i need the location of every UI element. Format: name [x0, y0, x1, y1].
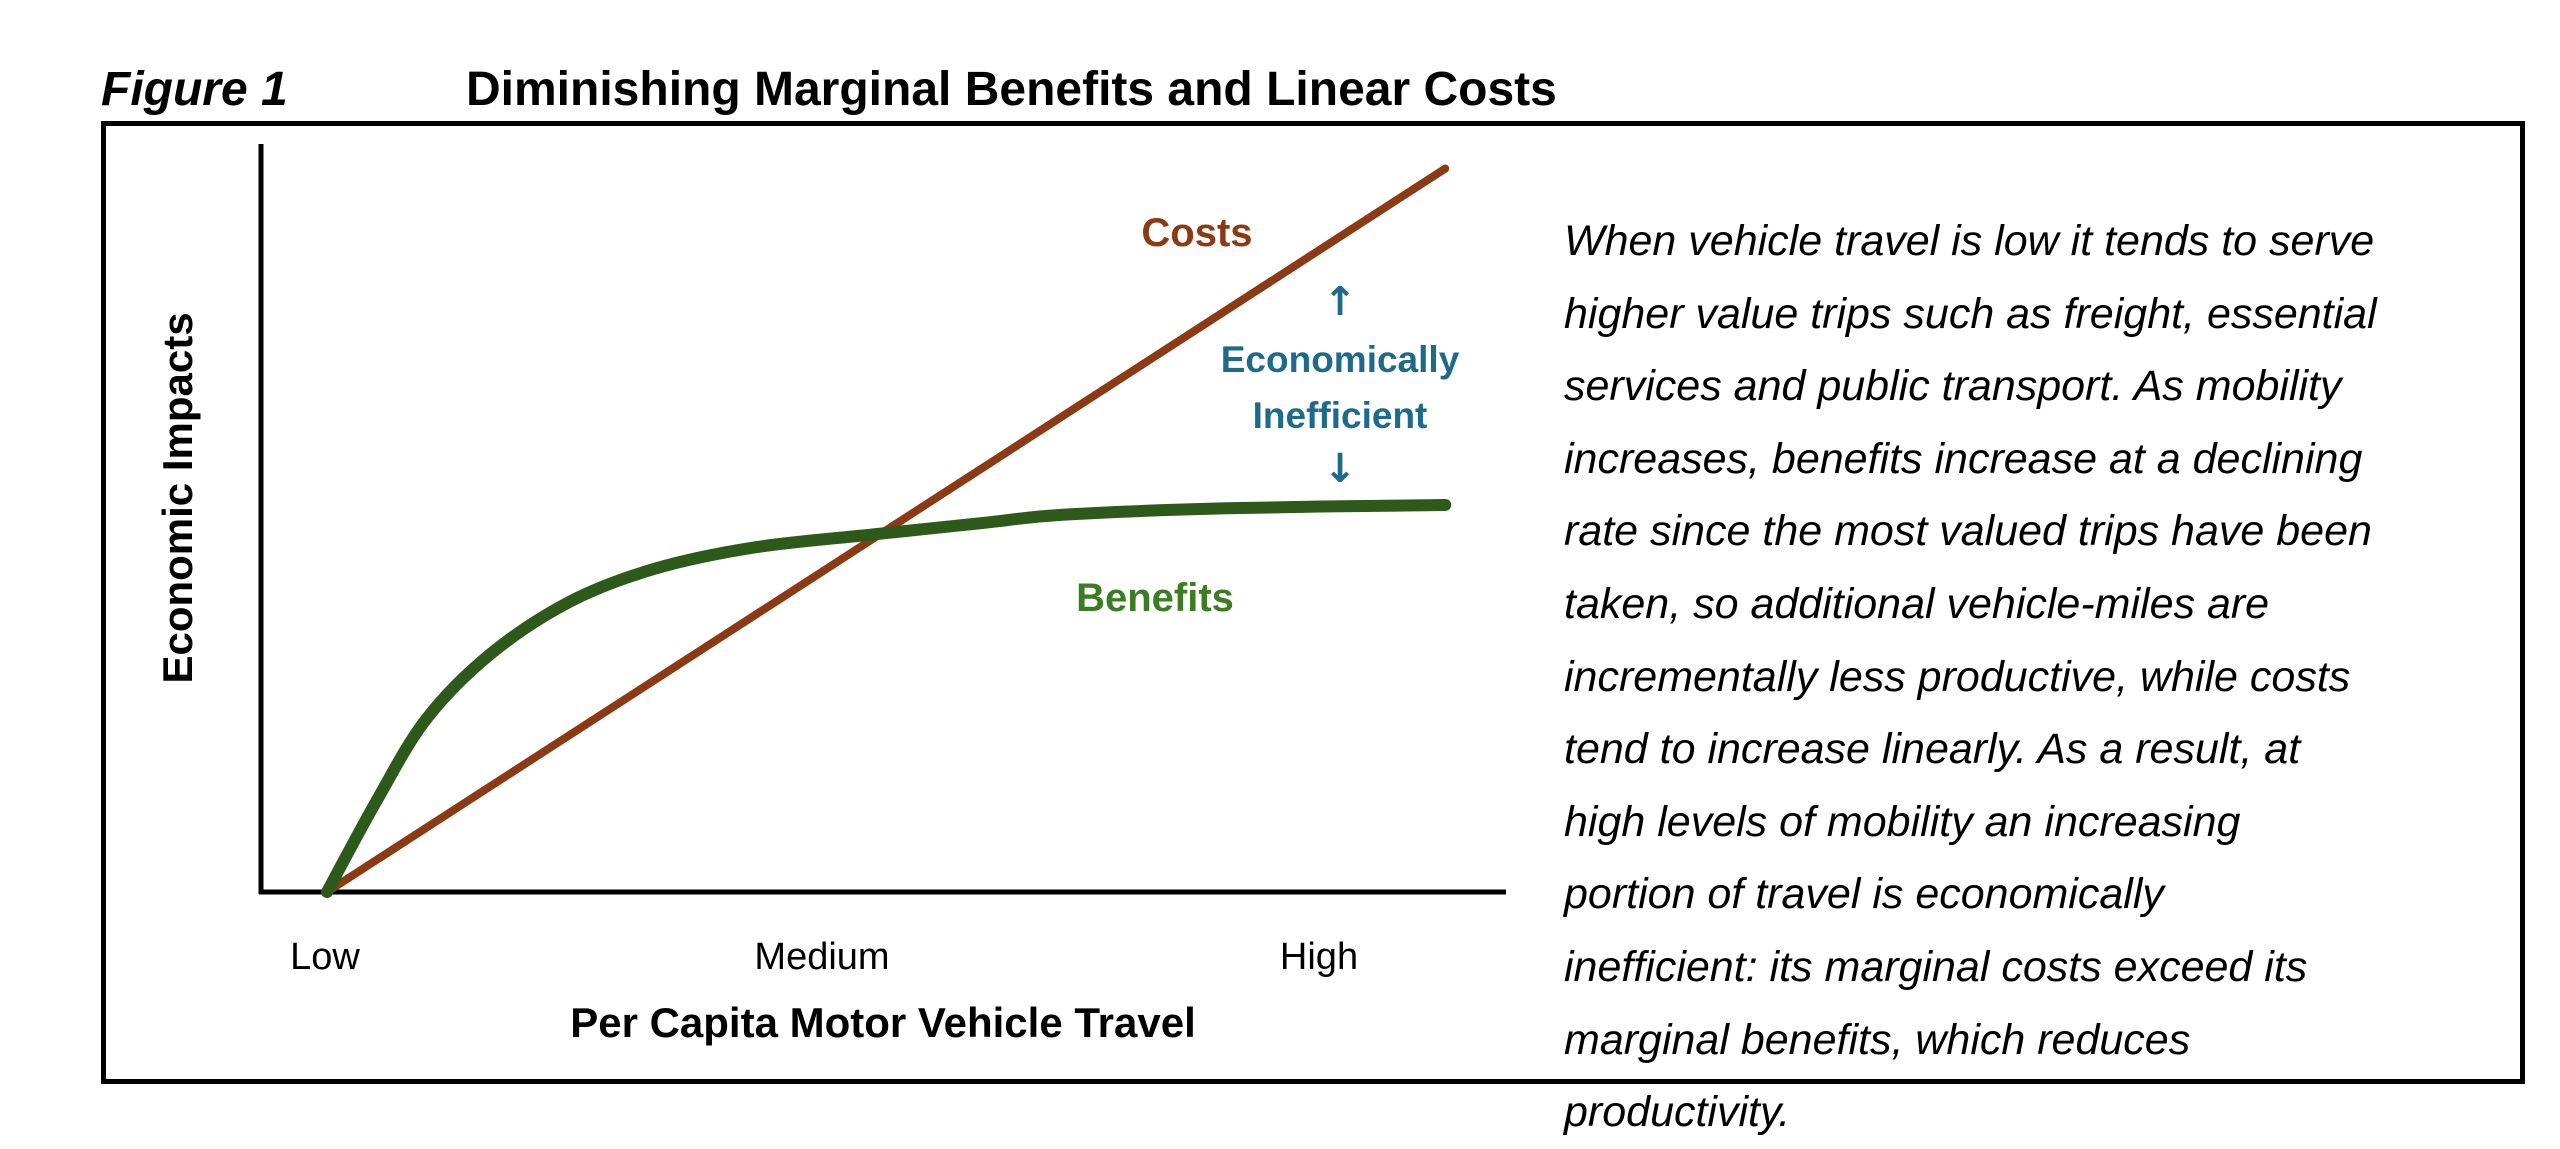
arrow-down-icon: ↓: [1323, 446, 1357, 492]
description-line: incrementally less productive, while cos…: [1564, 652, 2351, 701]
description-line: services and public transport. As mobili…: [1564, 362, 2342, 411]
x-axis-label: Per Capita Motor Vehicle Travel: [570, 999, 1196, 1046]
description-line: inefficient: its marginal costs exceed i…: [1564, 942, 2308, 991]
description-paragraph: When vehicle travel is low it tends to s…: [1564, 205, 2514, 1149]
series-label-benefits: Benefits: [1076, 576, 1234, 620]
description-line: tend to increase linearly. As a result, …: [1564, 725, 2301, 774]
series-line-benefits: [321, 498, 1452, 898]
series-label-costs: Costs: [1141, 211, 1252, 255]
description-line: high levels of mobility an increasing: [1564, 797, 2241, 846]
arrow-up-icon: ↑: [1323, 279, 1357, 325]
x-tick-medium: Medium: [754, 936, 889, 978]
description-line: higher value trips such as freight, esse…: [1564, 289, 2377, 338]
description-line: When vehicle travel is low it tends to s…: [1564, 217, 2375, 265]
description-line: rate since the most valued trips have be…: [1564, 507, 2372, 556]
figure-frame: [101, 121, 2525, 1084]
annotation-line1: Economically: [1221, 339, 1460, 380]
description-line: taken, so additional vehicle-miles are: [1564, 579, 2270, 628]
annotation-line2: Inefficient: [1253, 395, 1428, 436]
x-tick-low: Low: [290, 936, 360, 978]
x-tick-high: High: [1280, 936, 1358, 978]
description-line: marginal benefits, which reduces: [1564, 1015, 2191, 1064]
y-axis-label: Economic Impacts: [154, 312, 201, 683]
description-line: productivity.: [1564, 1088, 1791, 1137]
figure-title: Diminishing Marginal Benefits and Linear…: [466, 63, 1557, 116]
description-line: increases, benefits increase at a declin…: [1564, 434, 2363, 483]
description-line: portion of travel is economically: [1564, 870, 2164, 919]
figure-label: Figure 1: [101, 63, 288, 116]
